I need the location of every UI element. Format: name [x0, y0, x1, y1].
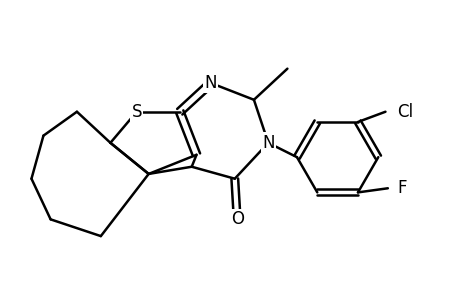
Text: S: S: [131, 103, 142, 121]
Text: Cl: Cl: [397, 103, 413, 121]
Text: O: O: [230, 210, 243, 228]
Text: N: N: [204, 74, 217, 92]
Text: N: N: [262, 134, 274, 152]
Text: F: F: [397, 179, 406, 197]
